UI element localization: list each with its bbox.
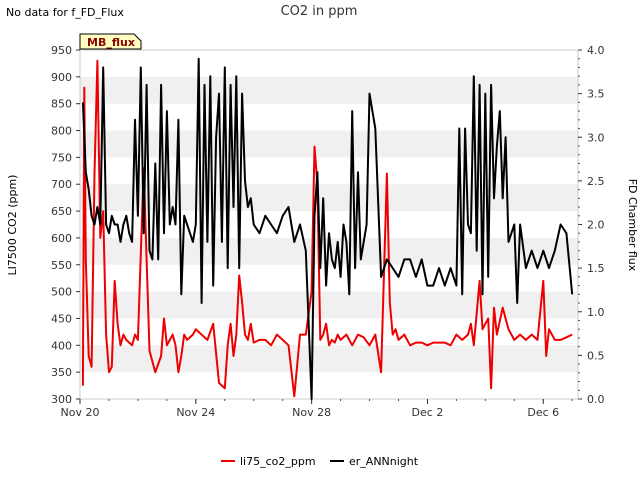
y2-tick-label: 2.5: [587, 175, 605, 188]
x-tick-label: Nov 28: [292, 406, 331, 419]
background-band: [80, 345, 578, 373]
legend: li75_co2_ppm er_ANNnight: [221, 455, 419, 468]
x-tick-label: Nov 20: [61, 406, 100, 419]
y2-tick-label: 0.0: [587, 393, 605, 406]
y2-tick-label: 1.0: [587, 306, 605, 319]
y2-tick-label: 0.5: [587, 349, 605, 362]
background-band: [80, 291, 578, 319]
y2-tick-label: 2.0: [587, 219, 605, 232]
x-tick-label: Dec 2: [412, 406, 444, 419]
series-line-li75_co2_ppm: [81, 59, 573, 398]
y2-tick-label: 3.5: [587, 88, 605, 101]
y-tick-label: 350: [51, 366, 72, 379]
no-data-message: No data for f_FD_Flux: [6, 6, 124, 19]
y-tick-label: 500: [51, 286, 72, 299]
y-tick-label: 400: [51, 339, 72, 352]
y-tick-label: 650: [51, 205, 72, 218]
x-tick-label: Nov 24: [176, 406, 215, 419]
chart-title: CO2 in ppm: [281, 4, 358, 19]
background-bands: [80, 76, 578, 373]
y-tick-label: 550: [51, 259, 72, 272]
y-tick-label: 700: [51, 178, 72, 191]
legend-label-ann: er_ANNnight: [349, 455, 419, 468]
legend-label-co2: li75_co2_ppm: [240, 455, 316, 468]
x-tick-label: Dec 6: [527, 406, 559, 419]
y-tick-label: 450: [51, 312, 72, 325]
y-tick-label: 850: [51, 98, 72, 111]
y-axis-label: LI7500 CO2 (ppm): [6, 175, 19, 276]
mb-flux-label: MB_flux: [87, 36, 135, 49]
y-tick-label: 900: [51, 71, 72, 84]
series-line-er_ANNnight: [81, 57, 574, 400]
mb-flux-badge: MB_flux: [79, 33, 142, 50]
y2-tick-label: 4.0: [587, 44, 605, 57]
y-tick-label: 950: [51, 44, 72, 57]
y2-tick-label: 3.0: [587, 131, 605, 144]
y-tick-label: 800: [51, 125, 72, 138]
y-tick-label: 600: [51, 232, 72, 245]
y-tick-label: 300: [51, 393, 72, 406]
y2-tick-label: 1.5: [587, 262, 605, 275]
background-band: [80, 130, 578, 158]
y-tick-label: 750: [51, 151, 72, 164]
y2-axis-label: FD Chamber flux: [626, 179, 639, 272]
background-band: [80, 76, 578, 104]
